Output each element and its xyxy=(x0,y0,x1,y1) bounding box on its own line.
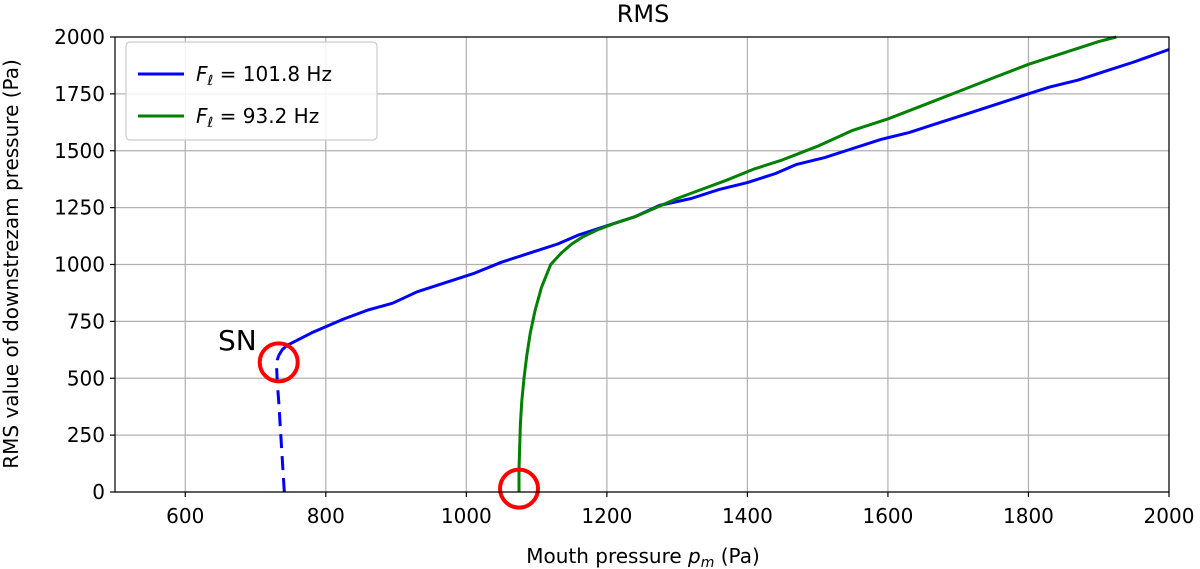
legend-value-series-2: = 93.2 Hz xyxy=(213,104,319,128)
y-axis-label: RMS value of downstrezam pressure (Pa) xyxy=(0,59,23,469)
x-tick-label: 1000 xyxy=(441,504,492,528)
x-tick-label: 2000 xyxy=(1144,504,1195,528)
legend-symbol-series-1: F xyxy=(196,62,208,86)
y-tick-label: 1250 xyxy=(54,196,105,220)
legend-label-series-2: Fℓ = 93.2 Hz xyxy=(196,104,319,131)
series-layer xyxy=(275,35,1170,493)
x-axis-label-text: Mouth pressure xyxy=(526,544,681,568)
bifurcation-marker-2 xyxy=(498,467,541,510)
legend-box xyxy=(125,41,378,141)
y-tick-label: 1000 xyxy=(54,253,105,277)
legend-subscript-series-2: ℓ xyxy=(207,115,214,131)
x-axis-label-symbol: p xyxy=(687,544,701,568)
x-tick-label: 1200 xyxy=(581,504,632,528)
y-tick-label: 0 xyxy=(92,480,105,504)
y-tick-label: 1750 xyxy=(54,82,105,106)
x-tick-label: 600 xyxy=(166,504,204,528)
x-axis-label: Mouth pressure pm (Pa) xyxy=(526,544,760,569)
x-tick-label: 1800 xyxy=(1003,504,1054,528)
x-axis-label-unit: (Pa) xyxy=(721,544,760,568)
x-axis-label-subscript: m xyxy=(701,555,715,569)
annotation-sn: SN xyxy=(218,324,257,357)
chart-title: RMS xyxy=(617,0,670,28)
x-tick-label: 1400 xyxy=(722,504,773,528)
y-tick-label: 2000 xyxy=(54,25,105,49)
bifurcation-marker-1 xyxy=(257,341,300,384)
legend-subscript-series-1: ℓ xyxy=(207,73,214,89)
series-1-unstable-branch xyxy=(275,355,286,493)
legend-symbol-series-2: F xyxy=(196,104,208,128)
series-2-line xyxy=(517,35,1117,492)
y-tick-label: 1500 xyxy=(54,139,105,163)
legend-label-series-1: Fℓ = 101.8 Hz xyxy=(196,62,332,89)
x-tick-label: 1600 xyxy=(862,504,913,528)
y-tick-label: 500 xyxy=(67,366,105,390)
x-tick-label: 800 xyxy=(307,504,345,528)
legend-value-series-1: = 101.8 Hz xyxy=(213,62,332,86)
y-tick-label: 750 xyxy=(67,309,105,333)
tick-layer: 600 800 1000 1200 1400 1600 1800 2000 0 250 500 750… xyxy=(54,25,1194,528)
series-1-line xyxy=(277,48,1170,357)
y-tick-label: 250 xyxy=(67,423,105,447)
legend: Fℓ = 101.8 Hz Fℓ = 93.2 Hz xyxy=(125,41,378,141)
marker-layer xyxy=(257,341,541,510)
